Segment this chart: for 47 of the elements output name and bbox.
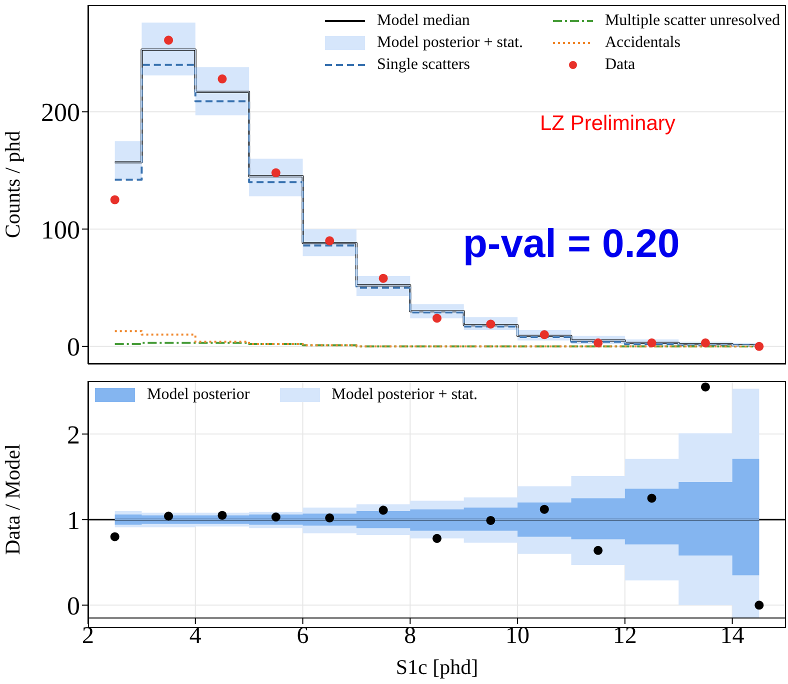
legend-label: Model posterior bbox=[147, 386, 250, 404]
point bbox=[378, 274, 388, 283]
legend-label: Accidentals bbox=[604, 34, 680, 52]
annotation: LZ Preliminary bbox=[540, 112, 676, 136]
point bbox=[432, 534, 442, 543]
point bbox=[647, 494, 656, 503]
y-tick-label: 200 bbox=[41, 98, 80, 127]
y-tick-label: 1 bbox=[67, 506, 80, 535]
point bbox=[271, 512, 280, 522]
point bbox=[218, 74, 227, 84]
x-axis-title: S1c [phd] bbox=[396, 655, 478, 679]
point bbox=[700, 338, 710, 348]
point bbox=[432, 314, 442, 323]
point bbox=[164, 36, 174, 45]
point bbox=[325, 236, 334, 246]
y-tick-label: 0 bbox=[67, 332, 80, 362]
x-tick-label: 4 bbox=[189, 623, 202, 650]
y-axis-title: Counts / phd bbox=[0, 130, 24, 238]
point bbox=[164, 512, 174, 521]
legend-label: Single scatters bbox=[377, 56, 470, 74]
point bbox=[594, 546, 603, 555]
point bbox=[754, 342, 764, 351]
point bbox=[486, 320, 496, 329]
y-tick-label: 2 bbox=[67, 420, 80, 450]
point bbox=[218, 510, 227, 520]
legend-label: Multiple scatter unresolved bbox=[604, 12, 780, 30]
point bbox=[540, 330, 549, 340]
point bbox=[378, 506, 388, 515]
y-tick-label: 100 bbox=[41, 215, 80, 244]
point bbox=[110, 532, 120, 542]
y-axis-title: Data / Model bbox=[0, 444, 24, 555]
point bbox=[754, 600, 764, 610]
legend-label: Model posterior + stat. bbox=[332, 386, 478, 404]
annotation: p-val = 0.20 bbox=[463, 222, 680, 267]
point bbox=[700, 382, 710, 392]
point bbox=[271, 168, 280, 178]
y-tick-label: 0 bbox=[67, 591, 80, 620]
point bbox=[594, 338, 603, 348]
point bbox=[647, 338, 656, 348]
point bbox=[110, 195, 120, 204]
legend-label: Data bbox=[604, 56, 636, 74]
legend-label: Model median bbox=[377, 12, 470, 30]
point bbox=[486, 516, 496, 525]
legend-label: Model posterior + stat. bbox=[377, 34, 523, 52]
point bbox=[325, 513, 334, 522]
point bbox=[540, 504, 549, 514]
x-tick-label: 14 bbox=[720, 623, 744, 650]
